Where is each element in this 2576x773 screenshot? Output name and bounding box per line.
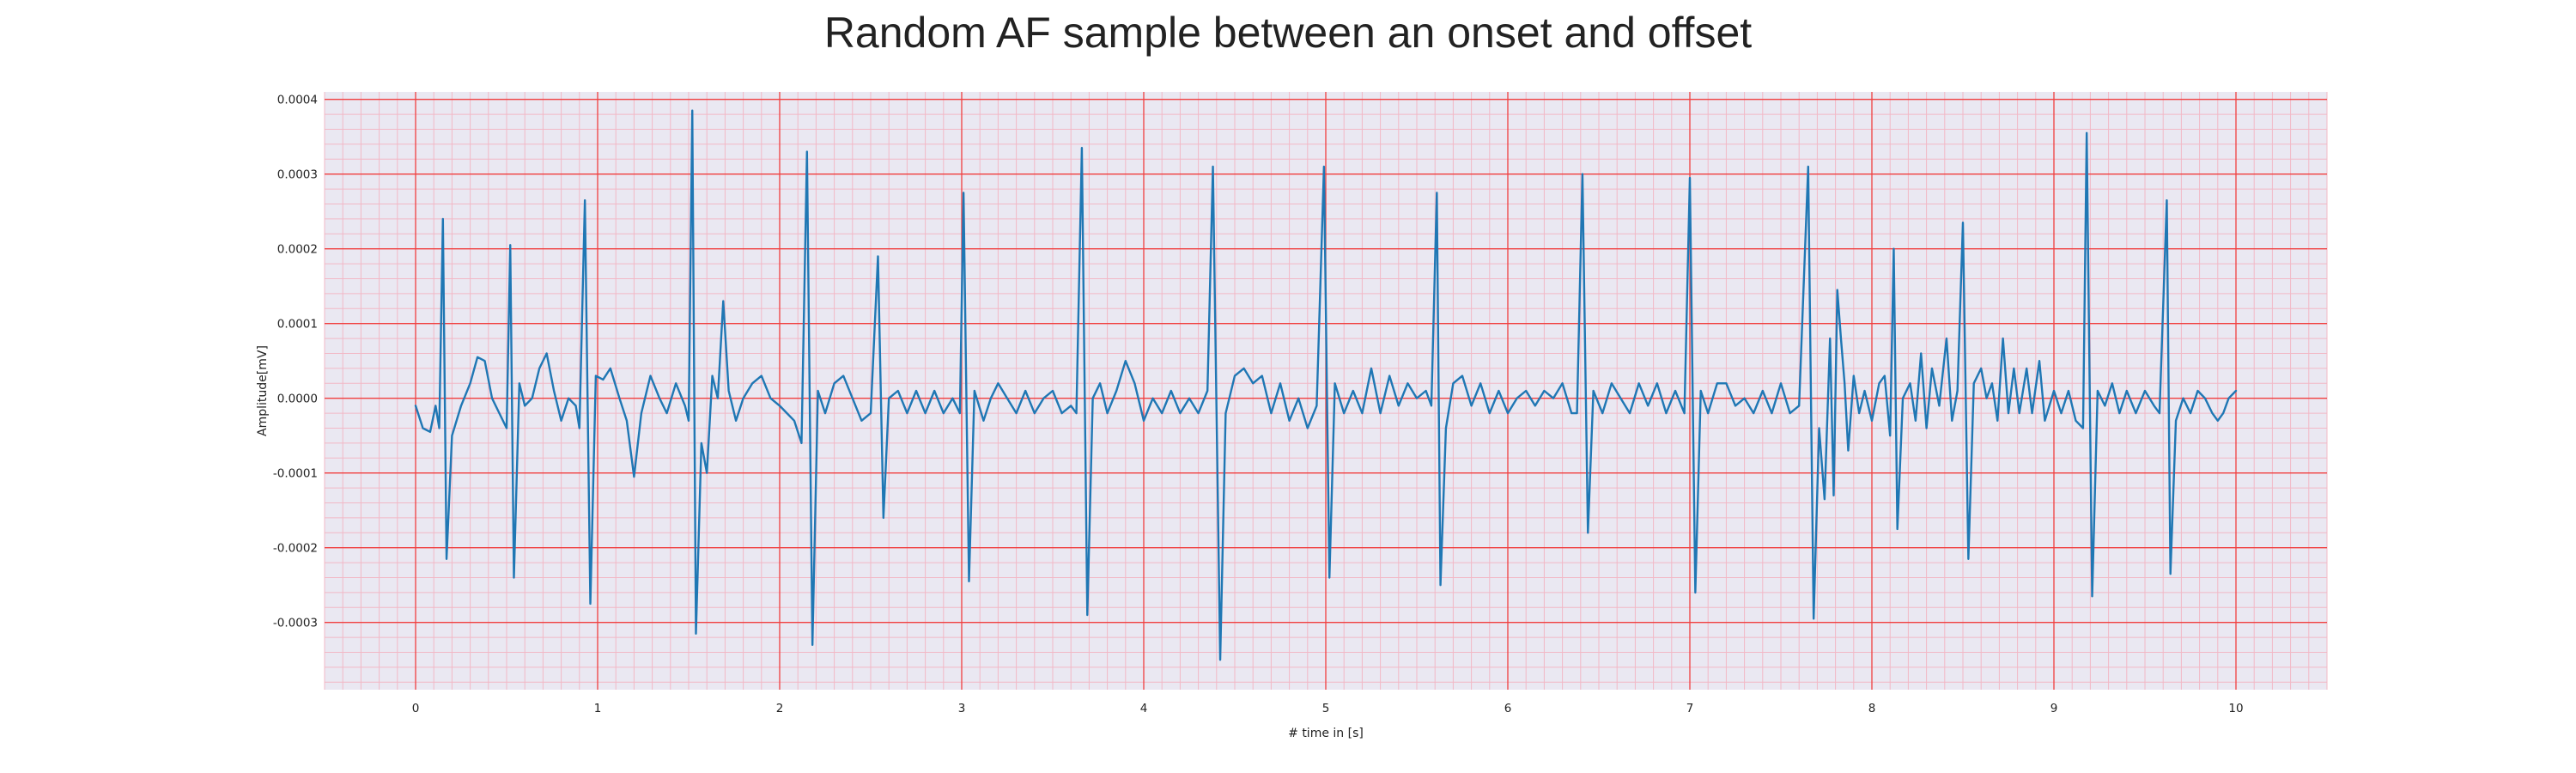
y-tick-label: 0.0002 — [277, 243, 318, 257]
ecg-series-line — [414, 109, 2238, 661]
series-group — [414, 109, 2238, 661]
y-tick-labels: -0.0003 -0.0002 -0.0001 0.0000 0.0001 0.0002 0… — [273, 94, 318, 630]
chart-title: Random AF sample between an onset and of… — [823, 9, 1753, 57]
x-tick-label: 3 — [958, 702, 966, 715]
x-tick-label: 10 — [2228, 702, 2243, 715]
x-tick-labels: 0 1 2 3 4 5 6 7 8 9 10 — [412, 702, 2244, 715]
y-tick-label: -0.0001 — [273, 467, 318, 481]
y-tick-label: 0.0000 — [277, 393, 318, 406]
x-tick-label: 9 — [2050, 702, 2058, 715]
x-tick-label: 4 — [1140, 702, 1148, 715]
y-tick-label: -0.0003 — [273, 617, 318, 630]
x-tick-label: 2 — [776, 702, 784, 715]
x-tick-label: 7 — [1686, 702, 1694, 715]
y-tick-label: 0.0004 — [277, 94, 318, 107]
x-tick-label: 6 — [1504, 702, 1512, 715]
y-axis-label: Amplitude[mV] — [256, 345, 270, 436]
x-tick-label: 1 — [594, 702, 602, 715]
x-tick-label: 8 — [1868, 702, 1876, 715]
x-tick-label: 0 — [412, 702, 420, 715]
y-tick-label: 0.0001 — [277, 318, 318, 332]
x-axis-label: # time in [s] — [1288, 727, 1364, 740]
x-tick-label: 5 — [1322, 702, 1330, 715]
y-tick-label: 0.0003 — [277, 168, 318, 182]
y-tick-label: -0.0002 — [273, 542, 318, 556]
major-grid — [325, 92, 2327, 690]
